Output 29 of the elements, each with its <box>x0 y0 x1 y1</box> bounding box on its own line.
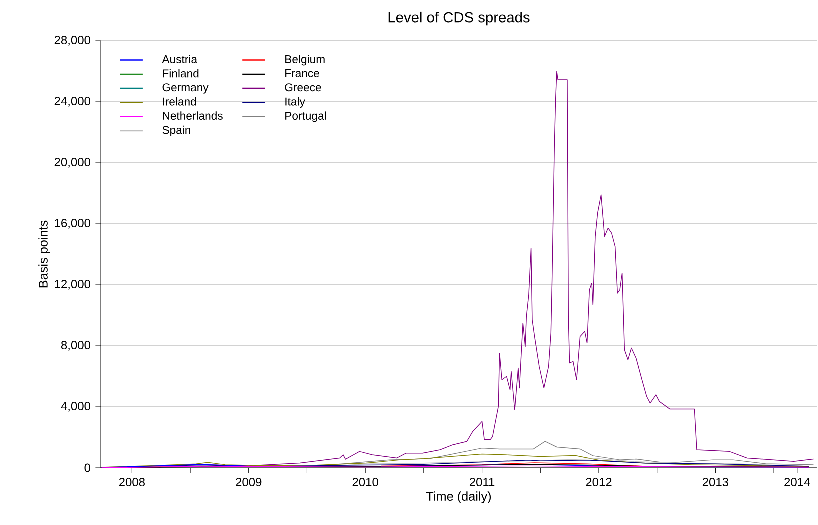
x-tick-label: 2011 <box>470 478 495 487</box>
y-tick-label: 12,000 <box>55 280 91 290</box>
y-tick-label: 24,000 <box>54 97 91 107</box>
x-tick-label: 2008 <box>119 478 145 487</box>
legend-label: France <box>286 70 320 78</box>
x-tick-label: 2009 <box>236 478 262 487</box>
legend-label: Germany <box>162 84 209 94</box>
y-axis-title: Basis points <box>38 220 50 288</box>
legend-label: Ireland <box>163 97 196 106</box>
legend-label: Netherlands <box>163 112 223 120</box>
legend-label: Belgium <box>286 55 325 66</box>
legend-label: Spain <box>162 126 190 136</box>
x-axis-title: Time (daily) <box>426 492 492 504</box>
y-tick-label: 28,000 <box>54 36 91 46</box>
legend-label: Austria <box>162 55 198 64</box>
legend-label: Finland <box>163 69 199 78</box>
y-tick-label: 8,000 <box>61 341 91 351</box>
x-tick-label: 2014 <box>784 478 810 487</box>
legend-label: Portugal <box>286 112 326 122</box>
y-tick-label: 0 <box>84 464 91 472</box>
y-tick-label: 16,000 <box>55 219 91 229</box>
x-tick-label: 2013 <box>702 478 729 487</box>
legend-label: Greece <box>285 84 322 92</box>
y-tick-label: 20,000 <box>54 158 91 168</box>
x-tick-label: 2010 <box>352 478 378 487</box>
y-tick-label: 4,000 <box>61 402 91 412</box>
legend-label: Italy <box>286 97 306 108</box>
chart-title: Level of CDS spreads <box>388 12 530 26</box>
x-tick-label: 2012 <box>586 478 612 487</box>
